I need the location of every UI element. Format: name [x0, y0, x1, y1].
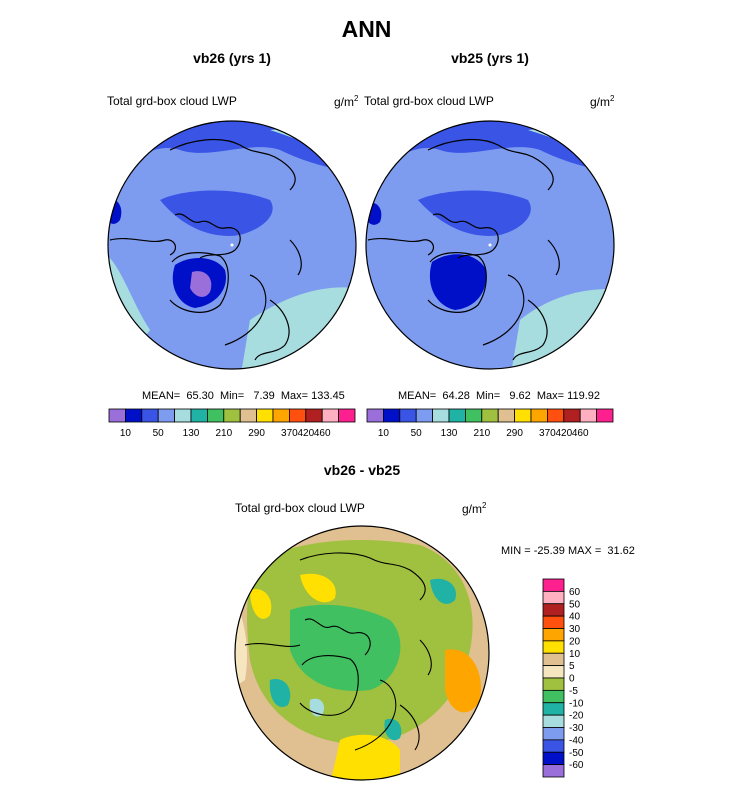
panel2-colorbar-swatch-11 [547, 408, 565, 423]
panel3-colorbar-swatch-2 [542, 603, 565, 617]
panel1-colorbar-tick-label: 210 [215, 428, 232, 439]
panel2-colorbar-tick-label: 50 [411, 428, 423, 439]
panel3-map [235, 526, 489, 780]
panel3-colorbar-swatch-11 [542, 714, 565, 728]
panel2-colorbar-swatch-1 [382, 408, 401, 423]
panel3-colorbar-tick-label: -60 [569, 760, 584, 771]
panel1-colorbar-tick-label: 460 [314, 428, 331, 439]
panel2-colorbar-tick-label: 290 [506, 428, 523, 439]
panel1-colorbar-tick-label: 130 [183, 428, 200, 439]
panel1-colorbar-swatch-2 [141, 408, 159, 423]
panel3-colorbar-swatch-13 [542, 739, 565, 753]
panel1-colorbar-swatch-5 [190, 408, 208, 423]
panel1-colorbar-swatch-9 [256, 408, 274, 423]
panel1-stats: MEAN= 65.30 Min= 7.39 Max= 133.45 [142, 390, 345, 402]
panel1-colorbar-swatch-8 [239, 408, 257, 423]
panel3-colorbar-tick-label: -40 [569, 735, 584, 746]
panel1-colorbar-tick-label: 10 [120, 428, 132, 439]
panel2-colorbar-tick-label: 210 [473, 428, 490, 439]
panel1-colorbar-swatch-3 [157, 408, 175, 423]
panel3-units: g/m2 [462, 501, 487, 516]
panel2-colorbar-swatch-10 [530, 408, 548, 423]
panel3-colorbar-tick-label: 20 [569, 636, 581, 647]
panel1-field-label: Total grd-box cloud LWP [107, 94, 237, 108]
panel2-stats: MEAN= 64.28 Min= 9.62 Max= 119.92 [398, 390, 600, 402]
panel2-colorbar-tick-label: 130 [441, 428, 458, 439]
panel3-colorbar-tick-label: 30 [569, 624, 581, 635]
panel2-colorbar-swatch-4 [432, 408, 450, 423]
panel3-colorbar-swatch-6 [542, 652, 565, 667]
panel1-colorbar-swatch-10 [272, 408, 290, 423]
panel2-colorbar-swatch-5 [448, 408, 466, 423]
panel1-colorbar-swatch-0 [108, 408, 126, 423]
panel3-colorbar-swatch-5 [542, 640, 565, 654]
panel1-map [108, 121, 356, 369]
panel1-colorbar-swatch-1 [125, 408, 143, 423]
panel2-colorbar-tick-label: 420 [555, 428, 572, 439]
panel3-colorbar-tick-label: 5 [569, 661, 575, 672]
panel3-colorbar-tick-label: 40 [569, 612, 581, 623]
panel1-colorbar-swatch-6 [206, 408, 225, 423]
panel2-colorbar-tick-label: 10 [378, 428, 390, 439]
panel1-colorbar-swatch-13 [321, 408, 340, 423]
panel3-colorbar-swatch-8 [542, 677, 565, 691]
panel3-colorbar-swatch-14 [542, 751, 565, 766]
panel3-colorbar-tick-label: -30 [569, 723, 584, 734]
panel3-colorbar-swatch-0 [542, 578, 565, 592]
panel2-colorbar-tick-label: 370 [539, 428, 556, 439]
panel2-colorbar-swatch-13 [579, 408, 598, 423]
panel3-colorbar-tick-label: 0 [569, 674, 575, 685]
panel3-field-label: Total grd-box cloud LWP [235, 501, 365, 515]
panel3-colorbar-tick-label: 50 [569, 599, 581, 610]
page-title: ANN [341, 16, 392, 42]
panel1-colorbar-swatch-12 [305, 408, 323, 423]
panel2-units: g/m2 [590, 94, 615, 109]
panel2-field-label: Total grd-box cloud LWP [364, 94, 494, 108]
panel2-colorbar-swatch-0 [366, 408, 384, 423]
panel3-colorbar-swatch-4 [542, 628, 565, 642]
panel3-colorbar-swatch-3 [542, 615, 565, 629]
panel2-colorbar-swatch-2 [399, 408, 417, 423]
panel1-colorbar-tick-label: 50 [153, 428, 165, 439]
panel2-title: vb25 (yrs 1) [451, 50, 529, 66]
panel3-colorbar-swatch-9 [542, 689, 565, 704]
panel2-map [366, 121, 614, 369]
panel1-colorbar-swatch-7 [223, 408, 241, 423]
panel1-colorbar: 10 50 130 210 290 370 420 460 [108, 408, 356, 439]
panel3-colorbar-swatch-10 [542, 702, 565, 716]
panel3-colorbar-tick-label: -5 [569, 686, 578, 697]
panel3-colorbar-swatch-1 [542, 590, 565, 605]
panel2-colorbar-swatch-14 [596, 408, 614, 423]
panel1-colorbar-swatch-14 [338, 408, 356, 423]
panel3-title: vb26 - vb25 [323, 462, 401, 478]
panel3-colorbar-swatch-12 [542, 727, 565, 741]
panel3-stats: MIN = -25.39 MAX = 31.62 [501, 545, 635, 557]
panel2-colorbar-swatch-3 [415, 408, 434, 423]
panel3-colorbar-tick-label: -20 [569, 711, 584, 722]
panel2-colorbar: 10 50 130 210 290 370 420 460 [366, 408, 614, 439]
panel2-colorbar-swatch-12 [563, 408, 581, 423]
panel3-colorbar-tick-label: 60 [569, 587, 581, 598]
panel1-units: g/m2 [334, 94, 359, 109]
panel2-colorbar-swatch-7 [481, 408, 499, 423]
panel1-colorbar-tick-label: 420 [297, 428, 314, 439]
panel3-colorbar-tick-label: 10 [569, 649, 581, 660]
panel3-colorbar-tick-label: -50 [569, 748, 584, 759]
panel3-colorbar-swatch-7 [542, 665, 565, 679]
panel1-colorbar-swatch-11 [288, 408, 307, 423]
panel2-colorbar-swatch-9 [514, 408, 532, 423]
panel2-colorbar-swatch-6 [464, 408, 483, 423]
panel3-colorbar-tick-label: -10 [569, 698, 584, 709]
panel2-colorbar-tick-label: 460 [572, 428, 589, 439]
panel1-title: vb26 (yrs 1) [193, 50, 271, 66]
panel1-colorbar-swatch-4 [174, 408, 192, 423]
panel1-colorbar-tick-label: 290 [248, 428, 265, 439]
panel3-colorbar-swatch-15 [542, 764, 565, 778]
panel1-colorbar-tick-label: 370 [281, 428, 298, 439]
panel2-colorbar-swatch-8 [497, 408, 516, 423]
